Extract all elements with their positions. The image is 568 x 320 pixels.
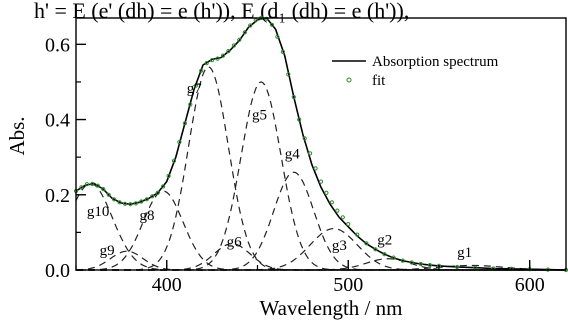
fit-point [204,61,209,66]
band-label-g10: g10 [87,204,110,220]
fit-point [280,49,285,55]
x-axis-label: Wavelength / nm [260,296,403,320]
fit-point [155,190,160,195]
fit-point [177,140,182,145]
fit-point [382,252,387,257]
fit-point [335,208,340,213]
fit-point [346,222,351,227]
fit-point [275,34,280,39]
component-g5-curve [76,81,566,271]
fit-point [144,197,149,202]
fit-point [313,166,318,171]
axes-frame [75,17,567,271]
y-tick-label: 0.2 [45,185,70,207]
component-g3-curve [76,227,566,271]
fit-point [182,121,187,126]
y-tick-label: 0.6 [45,34,70,56]
band-label-g5: g5 [252,108,267,124]
y-axis-label: Abs. [5,116,29,155]
fit-point [84,182,90,187]
component-g6-curve [76,243,566,271]
fit-point [161,184,166,189]
fit-point [210,58,215,63]
fit-point [455,264,460,270]
fit-point [373,247,378,252]
fit-point [427,263,432,268]
fit-point [215,56,220,61]
fit-point [133,201,138,206]
band-label-g4: g4 [285,146,301,162]
legend: Absorption spectrum fit [332,54,499,89]
fit-point [231,43,236,48]
fit-point [355,232,360,237]
x-tick-label: 600 [515,274,545,296]
legend-spectrum-label: Absorption spectrum [372,54,499,70]
fit-point [95,183,100,188]
fit-point [297,117,302,122]
fit-point [269,22,275,27]
fit-point [128,202,133,207]
fit-point [199,68,204,73]
fit-point [391,255,396,260]
band-label-g2: g2 [377,232,392,248]
fit-point [237,37,242,42]
fit-point [248,23,253,28]
fit-point [340,215,345,220]
fit-point [90,181,95,186]
fit-point [101,187,106,192]
component-g10-curve [75,182,566,271]
fit-point [166,173,171,179]
fit-point [122,201,128,206]
fit-point [291,94,296,100]
fit-point [264,16,269,21]
gaussian-components [75,66,566,271]
component-g7-curve [76,66,566,271]
fit-point [242,30,247,35]
top-fragment-text: h' = E (e' (dh) = e (h')), E (d₁ (dh) = … [34,0,409,23]
fit-point [79,185,84,190]
fit-point [364,241,369,246]
fit-point [112,197,117,202]
fit-point [302,136,307,141]
fit-point [220,53,226,58]
band-label-g8: g8 [140,208,155,224]
fit-point [329,200,334,205]
fit-point [226,49,231,54]
x-axis-ticks: 400 500 600 [75,260,545,296]
fit-point [139,199,144,204]
x-tick-label: 400 [152,274,182,296]
fit-point [150,194,155,199]
fit-markers [73,15,568,273]
y-tick-label: 0.0 [45,260,70,282]
fit-point [193,83,198,88]
fit-point [117,200,122,205]
band-label-g9: g9 [100,243,115,259]
fit-point [106,192,111,197]
band-label-g7: g7 [187,81,203,97]
fit-point [418,261,423,267]
fit-point [400,258,405,263]
fit-point [188,102,193,107]
fit-point [409,260,414,265]
band-label-g6: g6 [227,234,243,250]
fit-point [318,179,324,184]
fit-point [171,158,177,163]
y-tick-label: 0.4 [45,110,70,132]
band-label-g1: g1 [457,245,472,261]
fit-point [308,151,313,156]
band-label-g3: g3 [332,238,347,254]
legend-fit-swatch [346,77,352,83]
y-axis-ticks: 0.0 0.2 0.4 0.6 [45,34,86,282]
x-tick-label: 500 [333,274,363,296]
band-labels: g1 g2 g3 g4 g5 g6 g7 g8 g9 g10 [87,81,472,261]
fit-point [324,190,329,195]
legend-fit-label: fit [372,73,386,89]
fit-point [286,72,291,77]
